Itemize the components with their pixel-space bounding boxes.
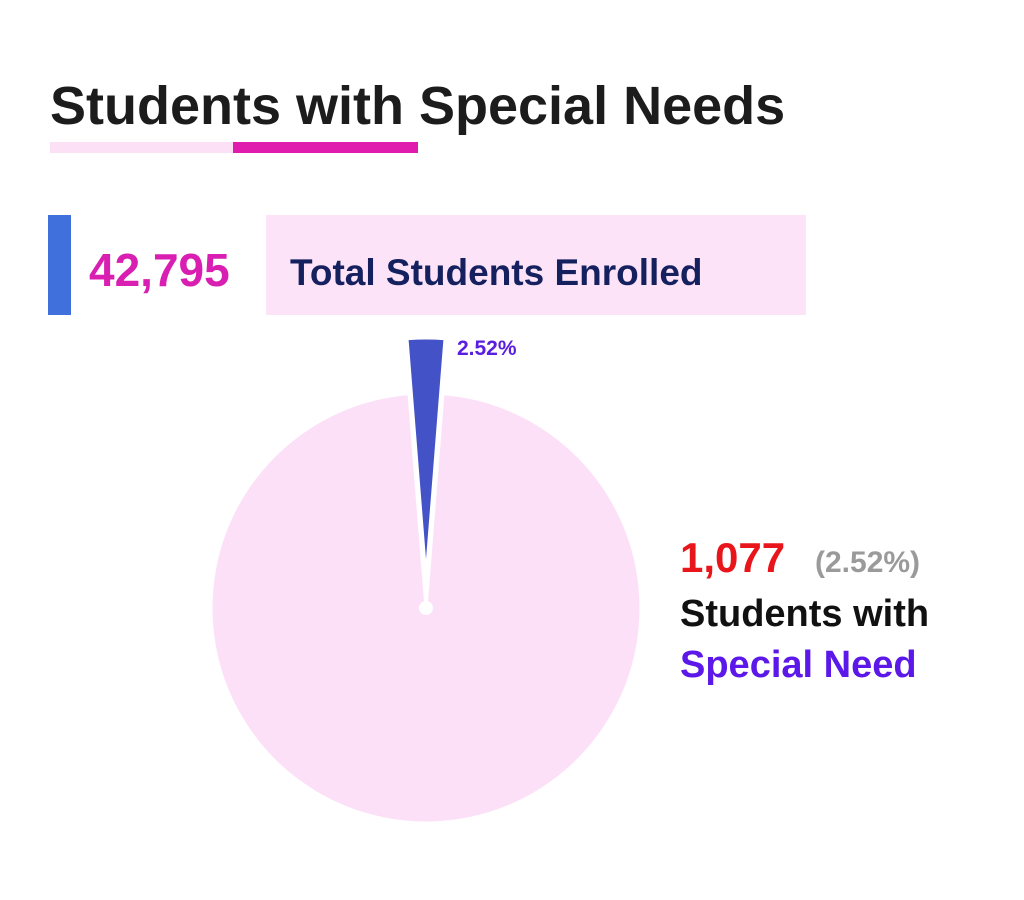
label-box <box>266 215 806 315</box>
callout-count: 1,077 <box>680 534 785 581</box>
pie-slice <box>405 336 447 579</box>
accent-bar <box>48 215 71 315</box>
total-count: 42,795 <box>89 244 230 296</box>
callout-line: Students with <box>680 593 929 635</box>
pie-center <box>419 601 433 615</box>
slice-label: 2.52% <box>457 337 517 360</box>
pie-chart: 2.52% <box>209 336 643 825</box>
title-underline-accent <box>233 142 418 153</box>
title-underline <box>50 142 234 153</box>
callout-percent: (2.52%) <box>815 546 920 579</box>
chart-title: Students with Special Needs <box>50 76 785 136</box>
callout-line: Special Need <box>680 644 917 686</box>
total-label: Total Students Enrolled <box>290 252 703 293</box>
